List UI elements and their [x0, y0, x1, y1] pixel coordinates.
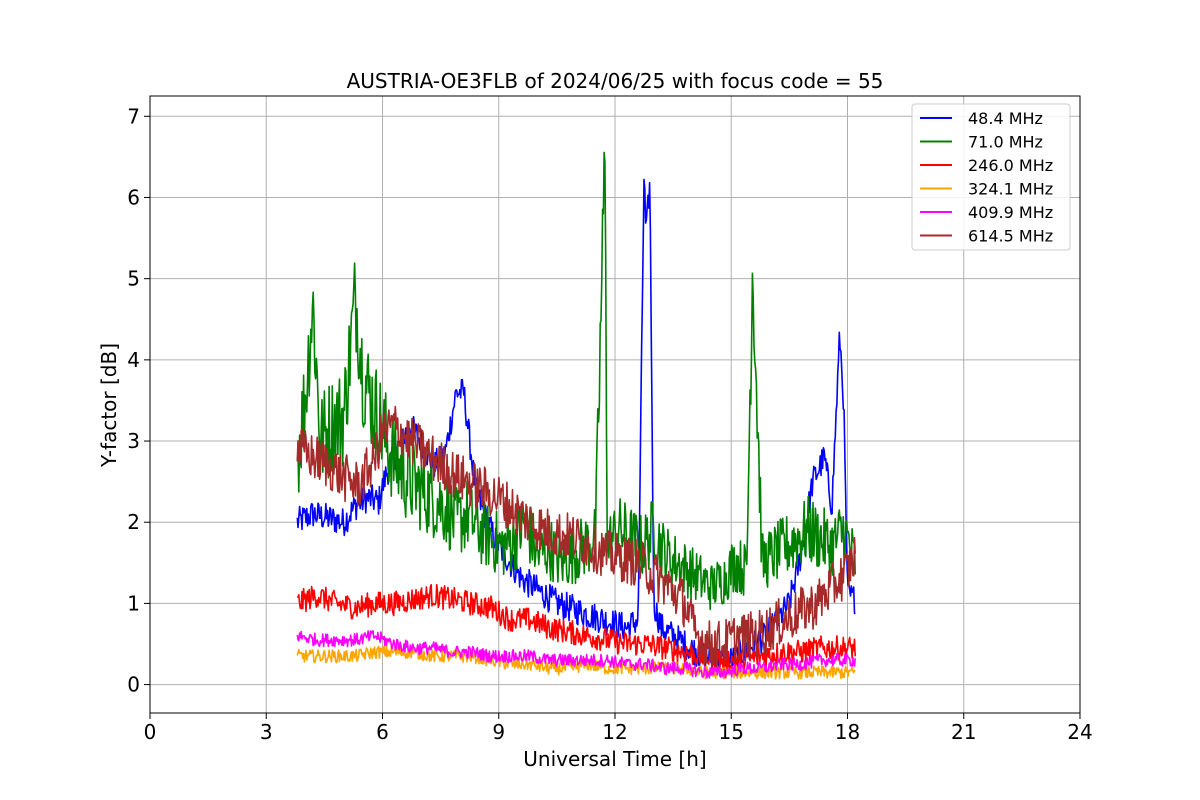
- x-tick-label: 3: [260, 720, 273, 744]
- legend-label: 48.4 MHz: [968, 109, 1043, 128]
- y-axis-label: Y-factor [dB]: [97, 343, 121, 468]
- legend-label: 246.0 MHz: [968, 156, 1053, 175]
- chart-title: AUSTRIA-OE3FLB of 2024/06/25 with focus …: [347, 69, 884, 93]
- x-tick-label: 24: [1067, 720, 1092, 744]
- legend: 48.4 MHz 71.0 MHz 246.0 MHz 324.1 MHz 409.9…: [912, 104, 1070, 250]
- legend-label: 71.0 MHz: [968, 133, 1043, 152]
- legend-label: 324.1 MHz: [968, 180, 1053, 199]
- y-tick-label: 1: [127, 591, 140, 615]
- y-tick-label: 6: [127, 185, 140, 209]
- x-tick-label: 12: [602, 720, 627, 744]
- x-tick-label: 15: [719, 720, 744, 744]
- chart-figure: 0 3 6 9 12 15 18 21 24 01234567 AUSTRIA-OE3FLB o…: [0, 0, 1200, 800]
- x-tick-label: 18: [835, 720, 860, 744]
- legend-label: 409.9 MHz: [968, 203, 1053, 222]
- y-tick-label: 7: [127, 104, 140, 128]
- x-axis-label: Universal Time [h]: [523, 747, 706, 771]
- x-tick-label: 0: [144, 720, 157, 744]
- x-tick-label: 6: [376, 720, 389, 744]
- x-tick-label: 21: [951, 720, 976, 744]
- x-tick-label: 9: [492, 720, 505, 744]
- y-tick-label: 3: [127, 429, 140, 453]
- y-tick-label: 5: [127, 267, 140, 291]
- y-tick-label: 4: [127, 348, 140, 372]
- legend-label: 614.5 MHz: [968, 227, 1053, 246]
- y-tick-label: 2: [127, 510, 140, 534]
- y-tick-label: 0: [127, 673, 140, 697]
